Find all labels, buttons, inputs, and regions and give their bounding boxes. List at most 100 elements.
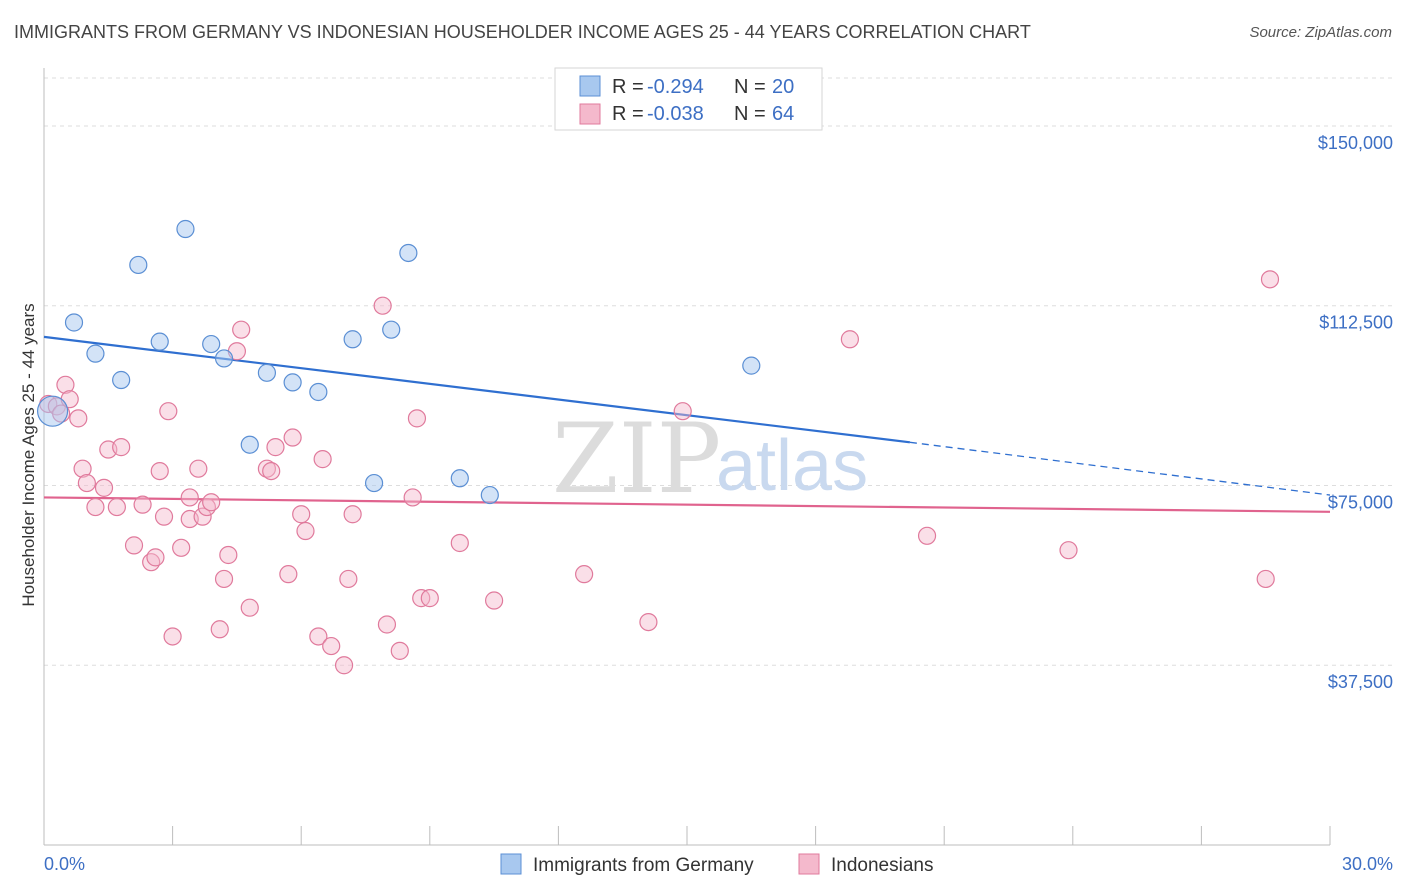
point-indonesians — [124, 536, 144, 555]
point-indonesians — [390, 641, 409, 660]
point-indonesians — [189, 459, 208, 478]
point-germany — [343, 330, 362, 349]
point-germany — [214, 349, 234, 368]
point-indonesians — [1260, 270, 1280, 289]
watermark-atlas: atlas — [716, 426, 868, 506]
trend-lines — [43, 335, 1331, 513]
point-indonesians — [266, 438, 285, 457]
legend-n-value-blue: 20 — [772, 76, 794, 98]
legend-r-value-blue: -0.294 — [647, 76, 704, 98]
point-germany — [129, 255, 148, 275]
x-tick-labels: 0.0% 30.0% — [44, 854, 1393, 874]
point-indonesians — [313, 450, 332, 469]
point-indonesians — [94, 478, 114, 497]
trend-line-indonesians — [43, 496, 1331, 513]
point-indonesians — [154, 507, 174, 526]
point-indonesians — [159, 402, 178, 421]
point-indonesians — [334, 656, 354, 675]
legend-box: R = -0.294 N = 20 R = -0.038 N = 64 — [554, 67, 823, 131]
watermark-zip: ZIP — [552, 403, 721, 515]
point-germany — [257, 363, 277, 382]
point-indonesians — [172, 538, 191, 557]
point-germany — [150, 332, 169, 351]
point-germany — [382, 320, 401, 339]
point-indonesians — [69, 409, 88, 428]
series-legend: Immigrants from Germany Indonesians — [500, 853, 933, 876]
point-indonesians — [420, 589, 439, 608]
point-indonesians — [673, 402, 692, 421]
point-indonesians — [1059, 541, 1078, 560]
point-indonesians — [180, 488, 199, 507]
watermark: ZIP atlas — [552, 403, 868, 515]
point-indonesians — [373, 296, 392, 315]
point-germany — [309, 382, 328, 402]
point-indonesians — [407, 409, 427, 428]
point-germany — [742, 356, 761, 375]
point-indonesians — [296, 521, 315, 541]
point-germany — [480, 485, 499, 505]
point-indonesians — [163, 627, 182, 646]
point-indonesians — [639, 612, 658, 632]
point-indonesians — [292, 505, 311, 524]
point-indonesians — [339, 569, 358, 589]
series-legend-label-germany: Immigrants from Germany — [533, 855, 754, 876]
point-indonesians — [309, 627, 328, 646]
point-indonesians — [485, 591, 504, 610]
legend-n-value-pink: 64 — [772, 103, 794, 125]
point-indonesians — [210, 620, 229, 639]
point-indonesians — [73, 459, 92, 478]
point-indonesians — [219, 545, 238, 565]
point-germany — [364, 473, 384, 493]
point-indonesians — [146, 548, 165, 567]
x-tick-label-start: 0.0% — [44, 854, 85, 874]
y-axis-label: Householder Income Ages 25 - 44 years — [19, 303, 38, 606]
legend-r-label-pink: R = — [612, 103, 644, 125]
point-indonesians — [150, 461, 169, 481]
point-germany — [36, 395, 69, 427]
point-indonesians — [232, 320, 251, 339]
point-indonesians — [214, 569, 234, 589]
y-tick-label: $37,500 — [1328, 672, 1393, 692]
point-indonesians — [575, 565, 594, 584]
point-indonesians — [840, 330, 859, 349]
legend-n-label-pink: N = — [734, 103, 766, 125]
y-tick-labels: $37,500 $75,000 $112,500 $150,000 — [1318, 133, 1393, 692]
point-indonesians — [917, 526, 937, 545]
legend-n-label-blue: N = — [734, 76, 766, 98]
point-germany — [202, 334, 221, 354]
trend-line-germany — [43, 335, 911, 444]
point-indonesians — [112, 438, 131, 457]
point-indonesians — [279, 565, 298, 584]
point-indonesians — [377, 615, 397, 634]
legend-r-label-blue: R = — [612, 76, 644, 98]
legend-swatch-pink — [579, 103, 601, 125]
chart-source: Source: ZipAtlas.com — [1249, 24, 1392, 41]
point-germany — [86, 344, 105, 363]
point-germany — [450, 469, 469, 488]
point-indonesians — [56, 375, 75, 394]
y-tick-label: $75,000 — [1328, 492, 1393, 512]
series-legend-label-indonesians: Indonesians — [831, 855, 933, 876]
point-germany — [64, 313, 84, 332]
point-germany — [283, 373, 302, 392]
point-germany — [176, 219, 195, 239]
point-indonesians — [403, 488, 422, 507]
point-indonesians — [322, 636, 341, 656]
point-indonesians — [240, 598, 259, 617]
point-indonesians — [86, 497, 105, 517]
grid-lines — [44, 77, 1393, 666]
point-indonesians — [283, 428, 302, 447]
point-germany — [240, 435, 259, 454]
point-indonesians — [202, 493, 221, 512]
chart-title: IMMIGRANTS FROM GERMANY VS INDONESIAN HO… — [14, 22, 1031, 42]
point-indonesians — [77, 473, 96, 493]
axes — [43, 68, 1331, 846]
point-indonesians — [133, 495, 152, 514]
data-points — [36, 219, 1280, 675]
point-germany — [112, 370, 131, 390]
series-legend-swatch-germany — [500, 853, 522, 875]
point-indonesians — [107, 497, 126, 517]
point-germany — [399, 243, 418, 263]
point-indonesians — [450, 533, 469, 553]
